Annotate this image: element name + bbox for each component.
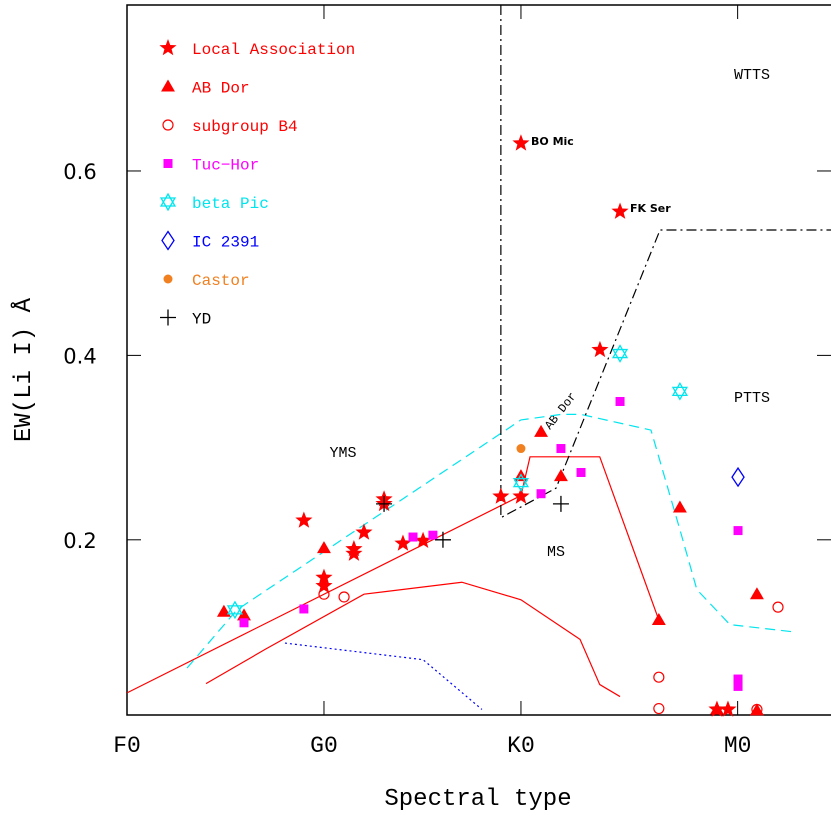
triangle-marker (749, 587, 764, 600)
plot-frame (126, 4, 831, 716)
circle-marker (653, 702, 665, 715)
star-marker (512, 487, 530, 504)
square-marker (299, 604, 309, 614)
square-marker (536, 489, 546, 499)
star-marker (492, 487, 510, 504)
diamond-marker (731, 466, 745, 488)
square-marker (733, 674, 743, 684)
hexagram-marker (611, 344, 629, 363)
x-tick-label: K0 (507, 733, 535, 759)
legend-marker (163, 159, 173, 168)
star-marker (315, 576, 333, 594)
x-tick-label: G0 (310, 733, 338, 759)
y-tick-label: 0.4 (63, 344, 96, 368)
triangle-marker (534, 424, 549, 437)
star-marker (414, 531, 432, 549)
model-lines (127, 5, 831, 710)
annotation: YMS (329, 445, 356, 462)
legend-label: Local Association (192, 41, 355, 59)
hexagram-marker (671, 382, 689, 401)
square-marker (556, 444, 566, 454)
legend-marker (160, 309, 176, 326)
legend-marker (159, 39, 177, 56)
x-tick-label: M0 (724, 733, 752, 759)
legend-marker (159, 192, 177, 212)
hexagram-marker (226, 600, 244, 620)
triangle-marker (672, 500, 687, 513)
square-marker (408, 532, 418, 542)
plus-marker (552, 495, 569, 512)
star-marker (355, 523, 373, 540)
legend-label: Tuc−Hor (192, 157, 259, 175)
model-line (284, 642, 483, 710)
star-marker (315, 568, 333, 585)
x-axis-label: Spectral type (384, 786, 571, 813)
star-marker (719, 700, 737, 717)
star-marker (394, 534, 412, 551)
legend-marker (161, 79, 175, 92)
plus-marker (434, 531, 451, 548)
legend-marker (162, 119, 174, 131)
star-marker (611, 202, 629, 219)
circle-marker (772, 601, 784, 613)
dot-marker (516, 444, 526, 454)
square-marker (239, 618, 249, 628)
star-marker (295, 511, 313, 528)
annotation: BO Mic (531, 135, 574, 148)
square-marker (733, 526, 743, 536)
legend-label: YD (192, 311, 211, 329)
model-line (186, 413, 796, 669)
circle-marker (653, 671, 665, 683)
triangle-marker (237, 608, 251, 621)
star-marker (345, 544, 363, 561)
triangle-marker (651, 613, 666, 626)
square-marker (576, 467, 586, 477)
star-marker (591, 340, 609, 358)
legend-marker (161, 230, 175, 251)
square-marker (733, 681, 743, 691)
legend-label: AB Dor (192, 80, 250, 98)
legend-marker (163, 274, 173, 284)
star-marker (512, 134, 530, 151)
y-axis-label: EW(Li I) Å (10, 297, 38, 442)
annotation: PTTS (734, 390, 770, 407)
model-line (500, 5, 831, 519)
model-line (205, 581, 621, 698)
annotation: AB Dor (542, 390, 580, 433)
circle-marker (318, 588, 330, 600)
circle-marker (338, 591, 350, 603)
y-tick-label: 0.2 (63, 529, 96, 553)
plus-marker (376, 495, 393, 512)
legend-label: Castor (192, 272, 250, 290)
hexagram-marker (512, 473, 530, 492)
annotation: FK Ser (630, 202, 671, 215)
triangle-marker (317, 541, 331, 554)
triangle-marker (709, 702, 724, 715)
legend-label: subgroup B4 (192, 118, 298, 136)
square-marker (428, 530, 438, 540)
legend-label: IC 2391 (192, 234, 259, 252)
x-tick-label: F0 (113, 733, 141, 759)
y-tick-label: 0.6 (63, 160, 96, 184)
legend-label: beta Pic (192, 195, 269, 213)
model-line (127, 456, 660, 694)
triangle-marker (553, 469, 568, 482)
markers (216, 134, 784, 717)
annotation: WTTS (734, 67, 770, 84)
annotation: MS (547, 544, 565, 561)
circle-marker (751, 703, 763, 716)
square-marker (615, 396, 625, 406)
